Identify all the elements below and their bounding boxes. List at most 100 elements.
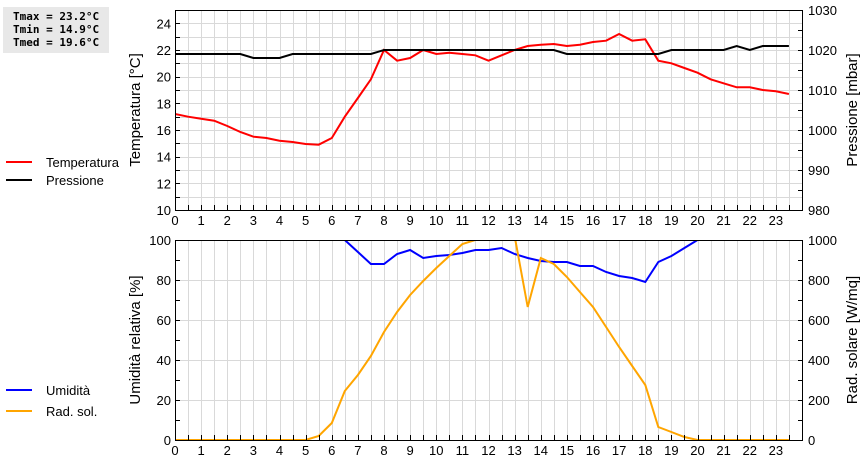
pressioneseries-line [175, 44, 789, 59]
x-tick-label: 7 [354, 213, 361, 228]
y2-tick-label: 990 [808, 163, 830, 178]
y2-tick-label: 1000 [808, 123, 837, 138]
x-tick-label: 23 [769, 213, 783, 228]
x-tick-label: 22 [743, 213, 757, 228]
tmed-label: Tmed = 19.6°C [13, 36, 100, 49]
legend-label: Pressione [46, 172, 104, 188]
x-tick-label: 15 [560, 213, 574, 228]
temp-pressure-chart: 0 1 2 3 4 5 6 7 8 9 10 11 12 13 14 15 16 17 18 19 20 21 22 2310… [127, 3, 860, 228]
y2-tick-label: 1020 [808, 43, 837, 58]
x-tick-label: 20 [690, 443, 704, 458]
tmax-label: Tmax = 23.2°C [13, 10, 100, 23]
x-tick-label: 5 [302, 443, 309, 458]
x-tick-label: 18 [638, 443, 652, 458]
x-tick-label: 6 [328, 213, 335, 228]
x-tick-label: 16 [586, 213, 600, 228]
humidity-line-swatch-icon [6, 389, 32, 391]
y2-tick-label: 1010 [808, 83, 837, 98]
y2-tick-label: 600 [808, 313, 830, 328]
y-tick-label: 24 [157, 16, 171, 31]
x-tick-label: 6 [328, 443, 335, 458]
y-tick-label: 60 [157, 313, 171, 328]
x-tick-label: 16 [586, 443, 600, 458]
y-tick-label: 0 [164, 433, 171, 448]
y-tick-label: 100 [149, 233, 171, 248]
x-tick-label: 0 [171, 443, 178, 458]
y-tick-label: 80 [157, 273, 171, 288]
x-tick-label: 11 [456, 213, 470, 228]
legend-label: Umidità [46, 382, 91, 398]
radiation-line-swatch-icon [6, 410, 32, 412]
y-tick-label: 16 [157, 123, 171, 138]
x-tick-label: 20 [690, 213, 704, 228]
x-tick-label: 4 [276, 213, 283, 228]
temperature-stats-box: Tmax = 23.2°C Tmin = 14.9°C Tmed = 19.6°… [3, 7, 109, 53]
x-tick-label: 23 [769, 443, 783, 458]
y2-tick-label: 400 [808, 353, 830, 368]
pressure-line-swatch-icon [6, 179, 32, 181]
temperaturaseries-line [175, 32, 790, 146]
legend-item-radsol: Rad. sol. [6, 402, 97, 420]
x-tick-label: 14 [534, 213, 548, 228]
y-tick-label: 14 [157, 150, 171, 165]
x-tick-label: 8 [380, 443, 387, 458]
y2-tick-label: 800 [808, 273, 830, 288]
y2-tick-label: 980 [808, 203, 830, 218]
legend-item-pressione: Pressione [6, 171, 119, 189]
legend-label: Rad. sol. [46, 403, 98, 419]
x-tick-label: 3 [250, 443, 257, 458]
x-tick-label: 12 [481, 213, 495, 228]
x-tick-label: 12 [481, 443, 495, 458]
x-tick-label: 19 [664, 213, 678, 228]
y-tick-label: 10 [157, 203, 171, 218]
x-tick-label: 13 [507, 443, 521, 458]
x-tick-label: 18 [638, 213, 652, 228]
y2-axis-title: Rad. solare [W/mq] [844, 276, 860, 404]
legend-top: Temperatura Pressione [6, 153, 119, 189]
x-tick-label: 1 [198, 213, 205, 228]
x-tick-label: 1 [198, 443, 205, 458]
humidity-radiation-chart: 0 1 2 3 4 5 6 7 8 9 10 11 12 13 14 15 16 17 18 19 20 21 22 2302… [127, 233, 860, 458]
umidit-series-line [175, 240, 789, 284]
x-tick-label: 5 [302, 213, 309, 228]
x-tick-label: 10 [429, 443, 443, 458]
legend-label: Temperatura [46, 154, 119, 170]
x-tick-label: 10 [429, 213, 443, 228]
x-tick-label: 8 [380, 213, 387, 228]
y-axis-title: Umidità relativa [%] [127, 275, 144, 404]
x-tick-label: 21 [716, 443, 730, 458]
tmin-label: Tmin = 14.9°C [13, 23, 100, 36]
x-tick-label: 0 [171, 213, 178, 228]
x-tick-label: 22 [743, 443, 757, 458]
x-tick-label: 19 [664, 443, 678, 458]
x-tick-label: 4 [276, 443, 283, 458]
y2-tick-label: 1000 [808, 233, 837, 248]
y2-tick-label: 1030 [808, 3, 837, 18]
x-tick-label: 2 [224, 213, 231, 228]
legend-bottom: Umidità Rad. sol. [6, 378, 97, 420]
temperature-line-swatch-icon [6, 161, 32, 163]
y-tick-label: 40 [157, 353, 171, 368]
x-tick-label: 2 [224, 443, 231, 458]
y-tick-label: 20 [157, 393, 171, 408]
x-tick-label: 17 [612, 213, 626, 228]
y-axis-title: Temperatura [°C] [127, 53, 144, 167]
y-tick-label: 12 [157, 176, 171, 191]
y-tick-label: 18 [157, 96, 171, 111]
y-tick-label: 20 [157, 70, 171, 85]
x-tick-label: 14 [534, 443, 548, 458]
x-tick-label: 9 [407, 213, 414, 228]
x-tick-label: 13 [507, 213, 521, 228]
y2-tick-label: 0 [808, 433, 815, 448]
x-tick-label: 9 [407, 443, 414, 458]
x-tick-label: 21 [716, 213, 730, 228]
rad-sol-series-line [175, 240, 789, 440]
x-tick-label: 15 [560, 443, 574, 458]
y2-tick-label: 200 [808, 393, 830, 408]
x-tick-label: 11 [456, 443, 470, 458]
y2-axis-title: Pressione [mbar] [844, 53, 860, 166]
x-tick-label: 17 [612, 443, 626, 458]
x-tick-label: 3 [250, 213, 257, 228]
y-tick-label: 22 [157, 43, 171, 58]
